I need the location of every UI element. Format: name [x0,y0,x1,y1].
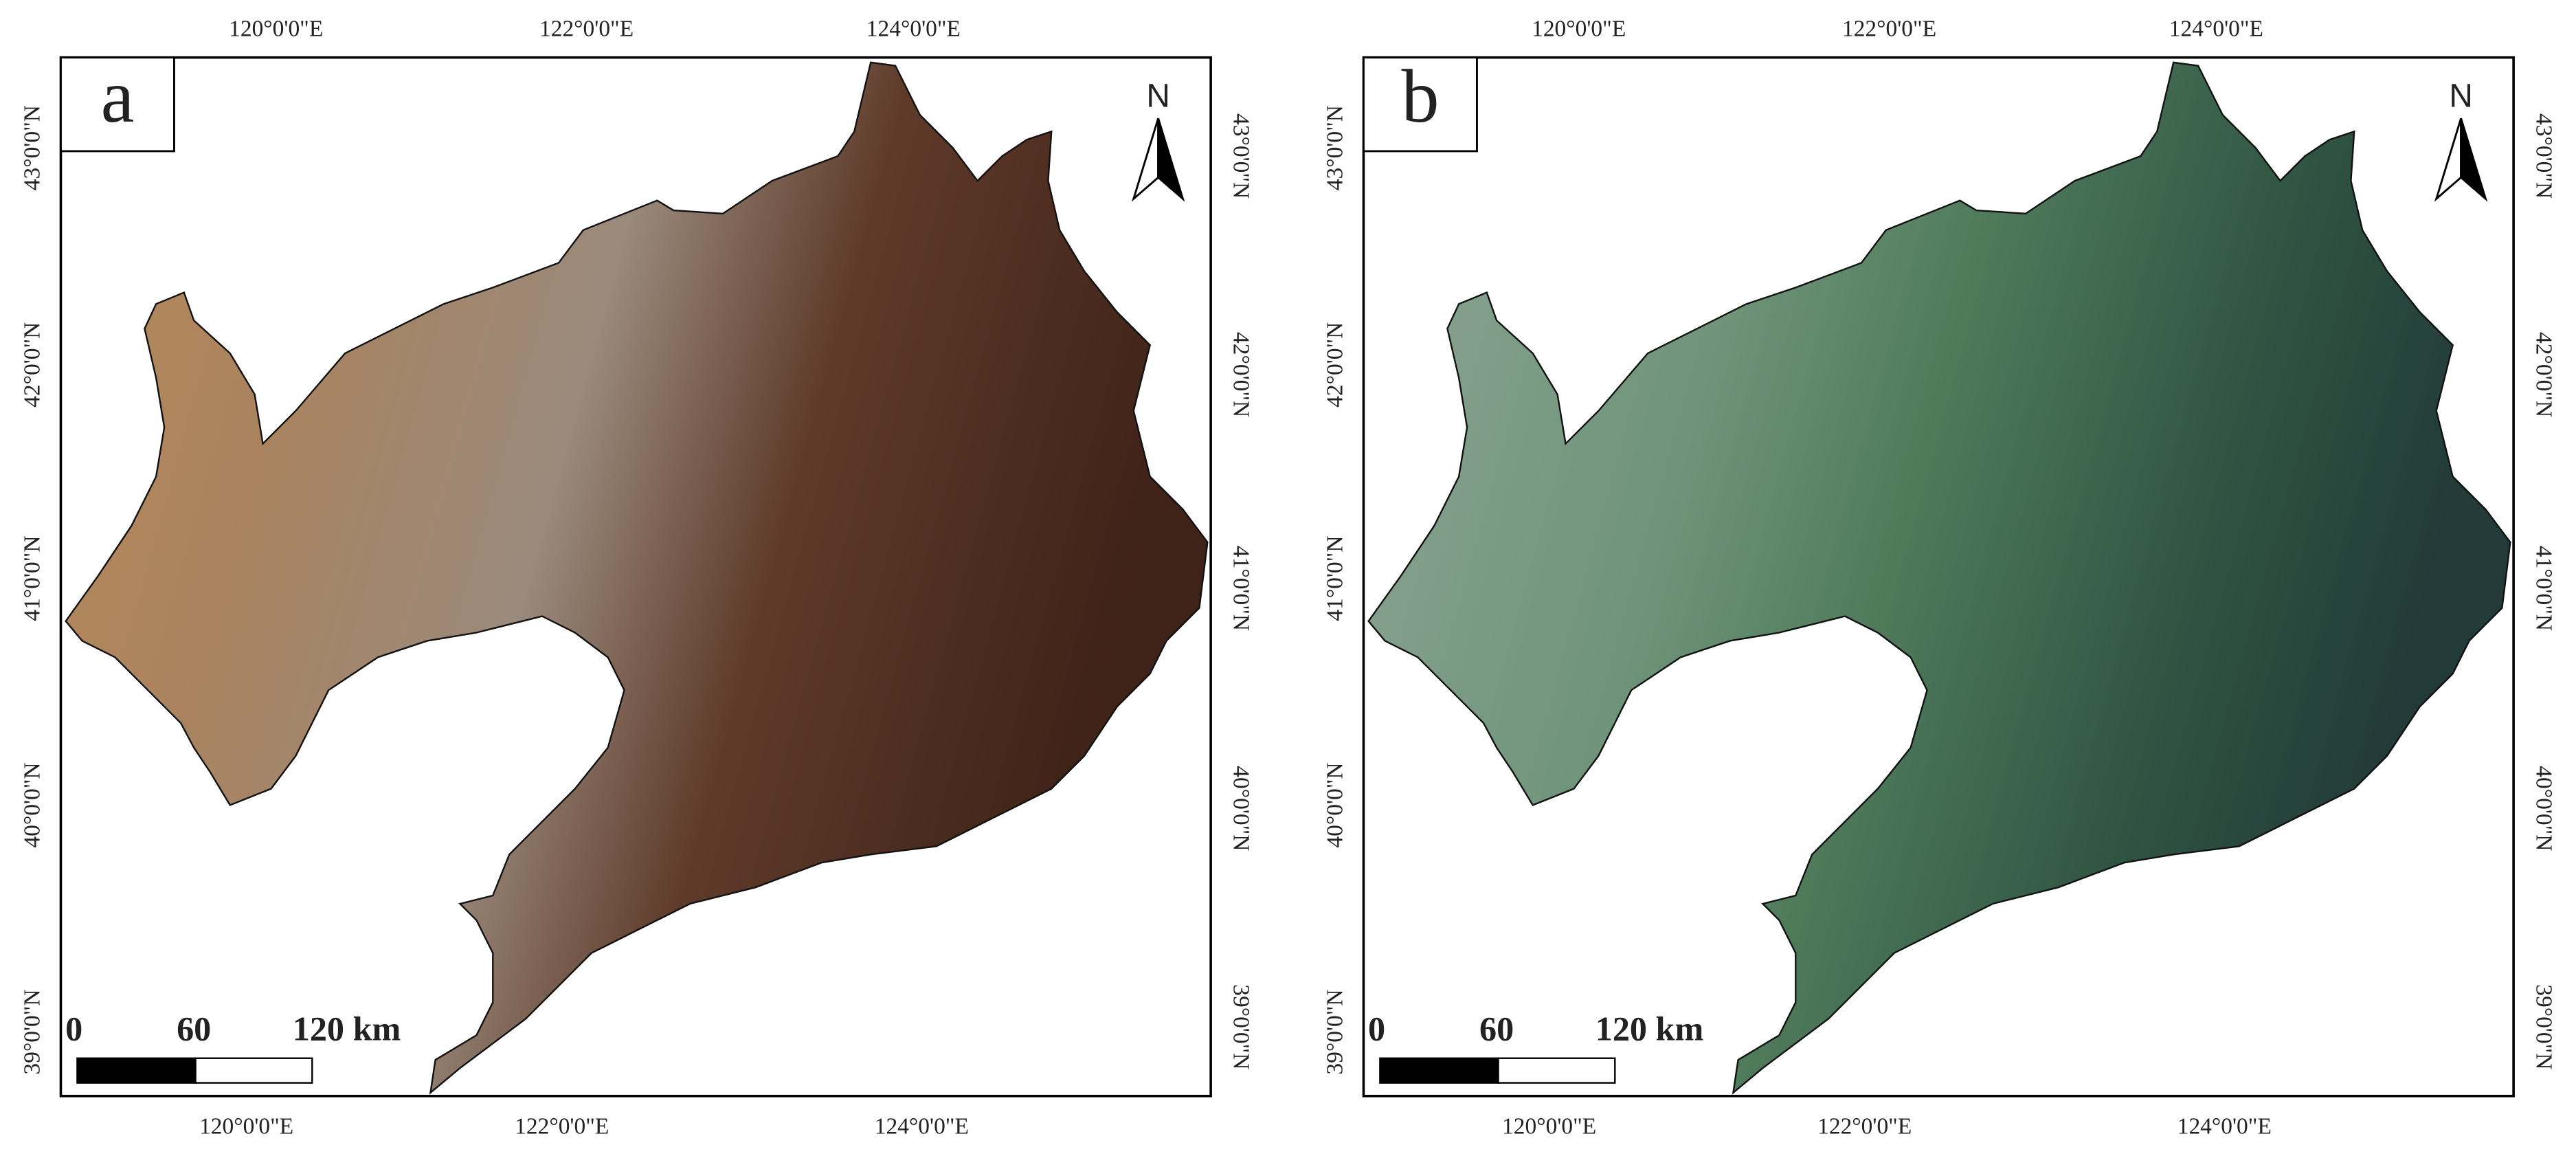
left-graticule-label: 39°0'0"N [19,989,45,1074]
scale-bar-label: 120 km [293,1009,401,1047]
right-graticule-label: 43°0'0"N [1229,113,1254,199]
panel-label-box [1363,56,1478,153]
north-label: N [2449,78,2473,114]
bottom-graticule-label: 120°0'0"E [1502,1114,1596,1140]
scale-bar-white [1497,1057,1616,1084]
left-graticule-label: 41°0'0"N [19,536,45,621]
scale-bar-black [76,1057,197,1084]
right-graticule-label: 41°0'0"N [2531,546,2557,631]
right-graticule-label: 40°0'0"N [2531,766,2557,851]
left-graticule-label: 42°0'0"N [1322,322,1347,408]
bottom-graticule-label: 124°0'0"E [875,1114,969,1140]
scale-bar-white [194,1057,313,1084]
map-panel: a 120°0'0"E 122°0'0"E 124°0'0"E 120°0'0"E 122… [19,16,1253,1140]
top-graticule-label: 124°0'0"E [2169,16,2263,42]
bottom-graticule-label: 124°0'0"E [2177,1114,2272,1140]
right-graticule-label: 39°0'0"N [1229,984,1254,1069]
map-panel: b 120°0'0"E 122°0'0"E 124°0'0"E 120°0'0"E 122… [1322,16,2556,1140]
scale-bar-black [1379,1057,1499,1084]
top-graticule-label: 122°0'0"E [539,16,634,42]
right-graticule-label: 41°0'0"N [1229,546,1254,631]
left-graticule-label: 39°0'0"N [1322,989,1347,1074]
right-graticule-label: 42°0'0"N [2531,332,2557,417]
scale-bar-label: 60 [1479,1009,1514,1047]
left-graticule-label: 40°0'0"N [1322,762,1347,847]
left-graticule-label: 42°0'0"N [19,322,45,408]
left-graticule-label: 43°0'0"N [19,105,45,190]
left-graticule-label: 41°0'0"N [1322,536,1347,621]
scale-bar-label: 120 km [1595,1009,1704,1047]
right-graticule-label: 39°0'0"N [2531,984,2557,1069]
right-graticule-label: 43°0'0"N [2531,113,2557,199]
north-arrow-right [2460,118,2488,202]
top-graticule-label: 122°0'0"E [1842,16,1936,42]
bottom-graticule-label: 122°0'0"E [1817,1114,1912,1140]
province-outline [1367,61,2511,1095]
scale-bar-label: 0 [65,1009,82,1047]
province-outline [65,61,1209,1095]
north-arrow-right [1157,118,1185,202]
panel-label: b [1401,54,1439,138]
left-graticule-label: 43°0'0"N [1322,105,1347,190]
top-graticule-label: 124°0'0"E [866,16,961,42]
top-graticule-label: 120°0'0"E [229,16,323,42]
panel-label-box [60,56,175,153]
right-graticule-label: 42°0'0"N [1229,332,1254,417]
left-graticule-label: 40°0'0"N [19,762,45,847]
scale-bar-label: 60 [177,1009,211,1047]
right-graticule-label: 40°0'0"N [1229,766,1254,851]
scale-bar-label: 0 [1368,1009,1385,1047]
top-graticule-label: 120°0'0"E [1532,16,1626,42]
bottom-graticule-label: 120°0'0"E [199,1114,293,1140]
panel-label: a [101,54,135,138]
north-label: N [1146,78,1170,114]
bottom-graticule-label: 122°0'0"E [515,1114,609,1140]
